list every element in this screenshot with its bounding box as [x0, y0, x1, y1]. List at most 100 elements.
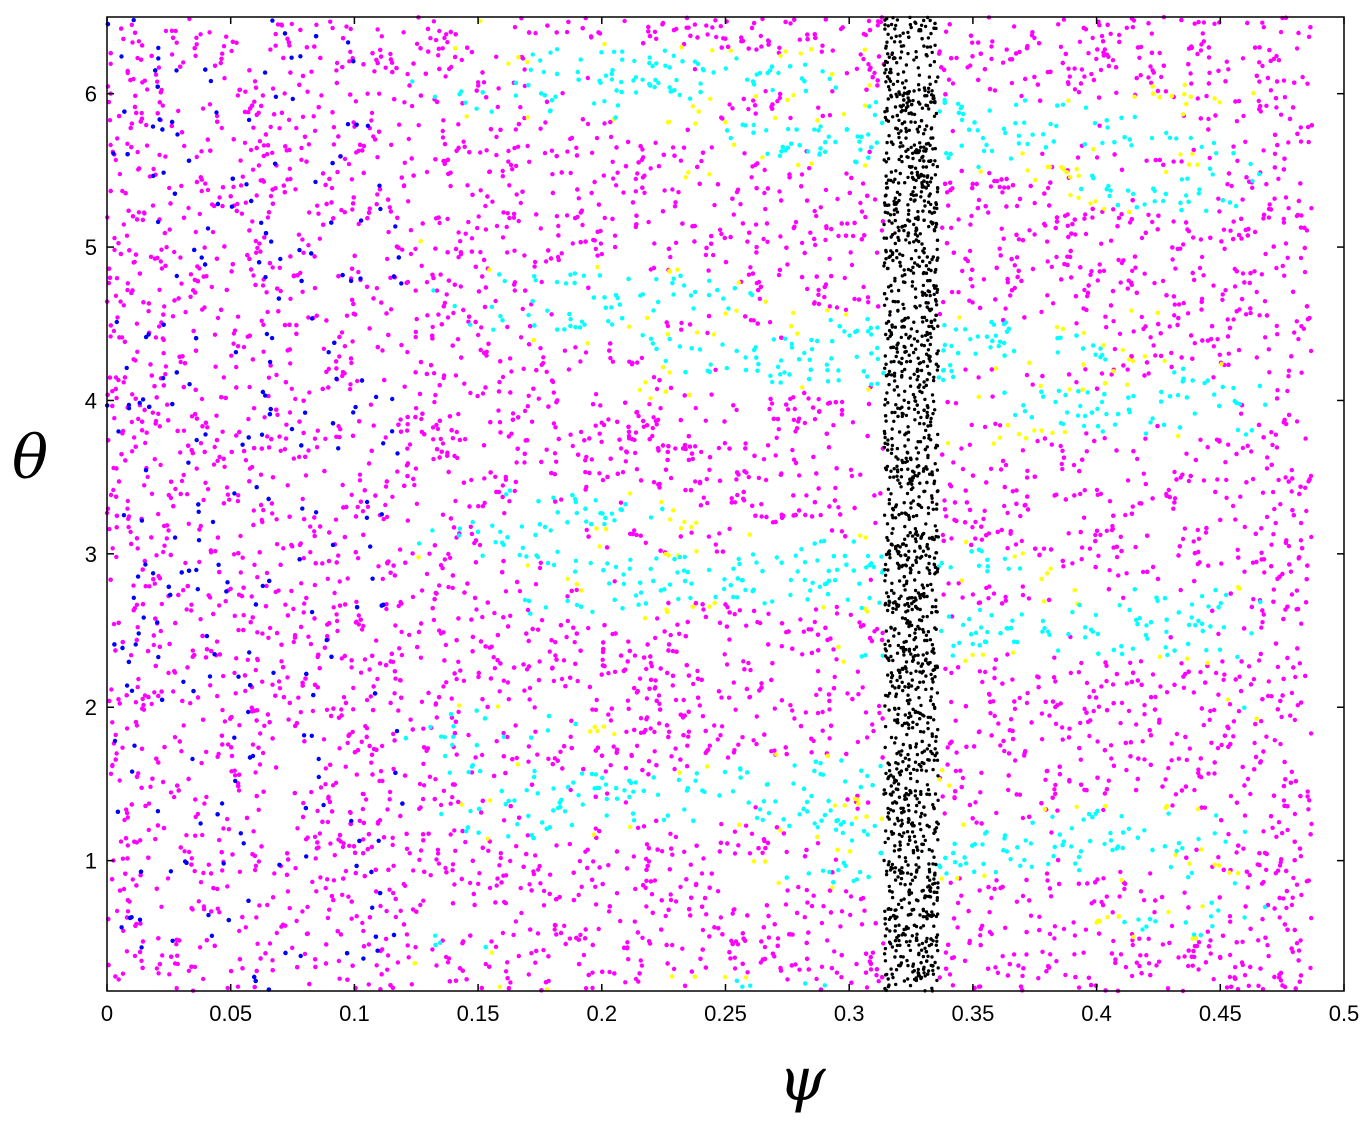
data-point-magenta: [372, 69, 377, 74]
data-point-magenta: [247, 384, 252, 390]
data-point-magenta: [311, 114, 316, 119]
data-point-magenta: [220, 707, 225, 713]
data-point-magenta: [1208, 235, 1213, 240]
data-point-magenta: [1006, 787, 1011, 793]
data-point-magenta: [1172, 469, 1177, 475]
data-point-magenta: [1298, 854, 1304, 859]
data-point-magenta: [428, 873, 433, 878]
data-point-magenta: [978, 51, 983, 56]
data-point-magenta: [618, 446, 624, 451]
data-point-magenta: [1039, 309, 1044, 315]
data-point-magenta: [535, 752, 540, 757]
data-point-magenta: [253, 85, 259, 90]
data-point-magenta: [1070, 561, 1075, 566]
data-point-magenta: [453, 373, 459, 378]
data-point-magenta: [183, 309, 188, 315]
data-point-magenta: [173, 486, 178, 492]
data-point-magenta: [1305, 794, 1310, 799]
data-point-magenta: [178, 255, 183, 260]
data-point-magenta: [242, 109, 248, 115]
data-point-magenta: [1022, 76, 1028, 82]
data-point-magenta: [704, 245, 709, 251]
data-point-magenta: [937, 975, 942, 980]
data-point-magenta: [393, 914, 398, 920]
data-point-magenta: [839, 975, 844, 980]
data-point-magenta: [433, 702, 438, 707]
data-point-magenta: [224, 34, 229, 39]
data-point-magenta: [487, 885, 493, 891]
data-point-magenta: [504, 224, 509, 230]
data-point-magenta: [1104, 528, 1110, 533]
data-point-magenta: [260, 679, 265, 684]
data-point-magenta: [277, 265, 282, 270]
data-point-magenta: [1171, 506, 1176, 511]
data-point-magenta: [535, 931, 541, 936]
data-point-magenta: [282, 447, 288, 452]
data-point-magenta: [308, 524, 313, 529]
data-point-magenta: [187, 16, 192, 22]
data-point-magenta: [569, 588, 574, 594]
data-point-magenta: [1180, 536, 1186, 542]
data-point-magenta: [1193, 457, 1199, 463]
data-point-magenta: [497, 689, 502, 694]
data-point-magenta: [1198, 669, 1203, 675]
data-point-magenta: [151, 633, 156, 638]
data-point-magenta: [601, 173, 606, 178]
data-point-magenta: [266, 375, 272, 380]
data-point-magenta: [125, 287, 130, 293]
data-point-magenta: [736, 742, 741, 747]
data-point-magenta: [1261, 557, 1267, 562]
data-point-magenta: [390, 835, 395, 840]
data-point-magenta: [427, 774, 433, 779]
data-point-magenta: [124, 949, 130, 954]
data-point-magenta: [691, 681, 696, 687]
data-point-magenta: [1271, 587, 1277, 592]
data-point-magenta: [257, 550, 262, 555]
data-point-magenta: [707, 934, 712, 939]
data-point-magenta: [351, 707, 356, 712]
data-point-magenta: [722, 441, 728, 446]
data-point-magenta: [186, 849, 192, 855]
data-point-magenta: [1125, 286, 1131, 291]
data-point-magenta: [406, 136, 411, 142]
data-point-magenta: [785, 977, 790, 982]
data-point-magenta: [1226, 351, 1232, 356]
data-point-magenta: [1139, 235, 1145, 241]
data-point-magenta: [793, 219, 799, 225]
data-point-magenta: [1104, 894, 1110, 899]
data-point-magenta: [162, 543, 167, 548]
data-point-magenta: [988, 466, 994, 471]
data-point-magenta: [165, 402, 170, 407]
data-point-magenta: [1197, 560, 1202, 565]
data-point-magenta: [954, 750, 959, 755]
data-point-magenta: [858, 472, 863, 477]
data-point-magenta: [533, 582, 539, 587]
data-point-magenta: [1241, 113, 1246, 119]
data-point-magenta: [215, 906, 220, 911]
data-point-magenta: [949, 670, 954, 676]
data-point-magenta: [1294, 882, 1300, 887]
data-point-magenta: [543, 120, 548, 125]
data-point-magenta: [266, 393, 271, 399]
data-point-magenta: [263, 132, 269, 137]
data-point-magenta: [1049, 830, 1054, 835]
data-point-magenta: [551, 678, 557, 684]
data-point-magenta: [136, 210, 142, 215]
data-point-magenta: [411, 868, 416, 873]
data-point-magenta: [494, 152, 499, 158]
data-point-magenta: [189, 856, 194, 861]
data-point-magenta: [200, 106, 206, 111]
data-point-magenta: [361, 623, 366, 629]
data-point-magenta: [450, 585, 455, 591]
data-point-magenta: [500, 374, 506, 380]
data-point-magenta: [215, 315, 221, 321]
data-point-magenta: [1264, 182, 1269, 187]
data-point-magenta: [1279, 830, 1285, 836]
data-point-magenta: [623, 459, 628, 464]
data-point-magenta: [212, 444, 217, 450]
data-point-magenta: [733, 707, 738, 712]
data-point-magenta: [663, 467, 669, 472]
data-point-magenta: [1196, 536, 1202, 541]
data-point-magenta: [558, 930, 564, 936]
data-point-magenta: [633, 976, 639, 982]
